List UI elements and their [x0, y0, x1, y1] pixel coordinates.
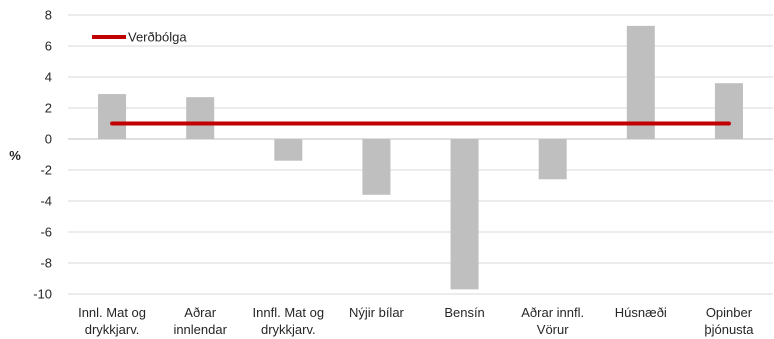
- x-tick-labels: Innl. Mat og drykkjarv. Aðrar innlendar Innf…: [78, 305, 754, 337]
- bar: [98, 94, 127, 139]
- y-tick-label: 6: [45, 39, 52, 54]
- y-tick-label: 2: [45, 101, 52, 116]
- y-tick-label: 4: [45, 70, 52, 85]
- legend: Verðbólga: [92, 30, 187, 45]
- bar: [538, 139, 567, 180]
- y-tick-label: -10: [33, 287, 52, 302]
- y-tick-label: 8: [45, 8, 52, 23]
- legend-label: Verðbólga: [128, 30, 187, 45]
- y-axis-label: %: [9, 148, 21, 163]
- bar: [626, 25, 655, 140]
- x-tick-label: Opinber þjónusta: [704, 305, 754, 337]
- y-tick-label: -6: [40, 225, 52, 240]
- bar: [450, 139, 479, 290]
- bars: [98, 25, 743, 290]
- y-tick-label: -2: [40, 163, 52, 178]
- bar: [714, 83, 743, 139]
- x-tick-label: Innl. Mat og drykkjarv.: [78, 305, 146, 337]
- x-tick-label: Aðrar innfl. Vörur: [521, 305, 584, 337]
- y-tick-label: -4: [40, 194, 52, 209]
- y-tick-label: -8: [40, 256, 52, 271]
- y-tick-label: 0: [45, 132, 52, 147]
- gridlines: [68, 14, 773, 295]
- x-tick-label: Nýjir bílar: [349, 305, 405, 320]
- x-tick-label: Húsnæði: [615, 305, 667, 320]
- y-tick-labels: -10 -8 -6 -4 -2 0 2 4 6 8: [33, 8, 52, 302]
- x-tick-label: Innfl. Mat og drykkjarv.: [253, 305, 325, 337]
- bar: [186, 97, 215, 139]
- x-tick-label: Bensín: [444, 305, 484, 320]
- bar: [274, 139, 303, 161]
- bar: [362, 139, 391, 195]
- x-tick-label: Aðrar innlendar: [173, 305, 227, 337]
